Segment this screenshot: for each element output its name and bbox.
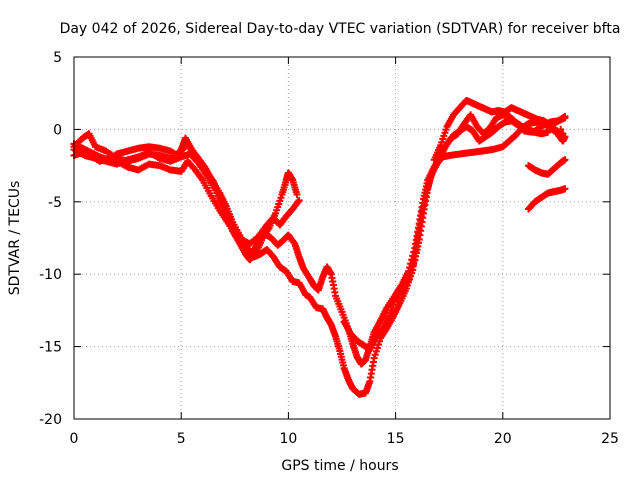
- data-point: [373, 344, 381, 352]
- y-axis-ticks: -20 -15 -10 -5 0 5: [39, 50, 610, 428]
- data-point: [544, 128, 552, 136]
- x-tick-label: 0: [70, 431, 79, 447]
- series-arc-a: [70, 130, 301, 264]
- x-tick-label: 5: [177, 431, 186, 447]
- data-point: [406, 273, 414, 281]
- y-tick-label: -10: [39, 267, 62, 283]
- data-point: [374, 341, 382, 349]
- data-point: [370, 354, 378, 362]
- data-point: [371, 351, 379, 359]
- data-point: [409, 262, 417, 270]
- y-axis-label: SDTVAR / TECUs: [7, 181, 23, 296]
- series-arc-c: [70, 118, 567, 398]
- x-tick-label: 20: [494, 431, 512, 447]
- data-point: [293, 191, 301, 199]
- data-point: [552, 128, 560, 136]
- x-tick-label: 25: [601, 431, 619, 447]
- data-points: [70, 96, 569, 398]
- data-point: [557, 125, 565, 133]
- series-arc-d: [70, 111, 552, 353]
- data-point: [561, 156, 569, 164]
- x-axis-label: GPS time / hours: [281, 458, 398, 474]
- data-point: [295, 196, 303, 204]
- y-tick-label: -20: [39, 412, 62, 428]
- x-tick-label: 15: [387, 431, 405, 447]
- series-arc-h: [550, 124, 569, 145]
- y-tick-label: -15: [39, 340, 62, 356]
- data-point: [404, 276, 412, 284]
- plot-frame: [73, 56, 611, 420]
- data-point: [408, 266, 416, 274]
- x-tick-label: 10: [279, 431, 297, 447]
- chart-title: Day 042 of 2026, Sidereal Day-to-day VTE…: [60, 21, 621, 37]
- y-tick-label: 5: [53, 50, 62, 66]
- series-arc-e: [430, 96, 569, 164]
- data-point: [561, 112, 569, 120]
- data-point: [372, 347, 380, 355]
- data-point: [561, 185, 569, 193]
- x-axis-ticks: 0 5 10 15 20 25: [70, 57, 619, 447]
- data-point: [410, 259, 418, 267]
- series-arc-f: [525, 156, 569, 178]
- data-point: [407, 269, 415, 277]
- y-tick-label: -5: [48, 195, 62, 211]
- series-arc-g: [525, 185, 569, 213]
- data-point: [561, 133, 569, 141]
- y-tick-label: 0: [53, 122, 62, 138]
